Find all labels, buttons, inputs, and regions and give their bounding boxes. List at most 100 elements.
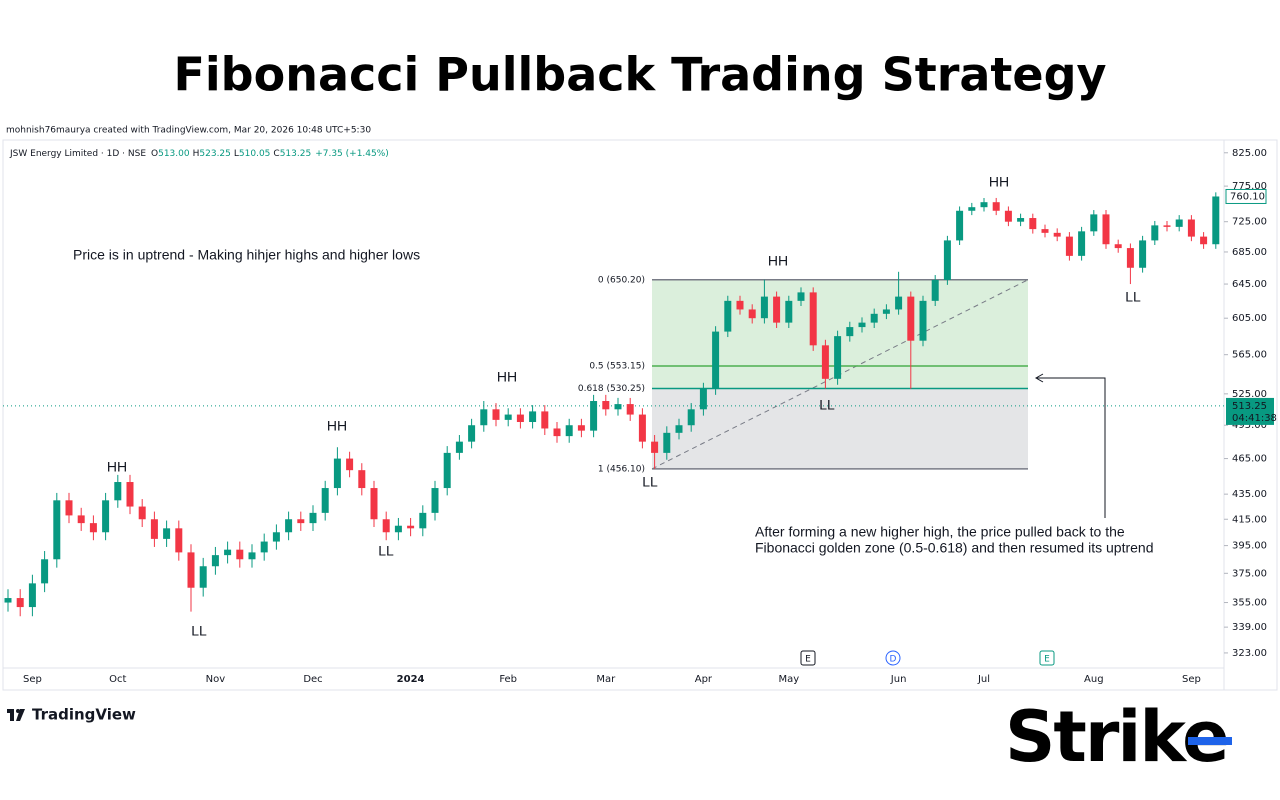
event-marker xyxy=(800,650,816,666)
page-title: Fibonacci Pullback Trading Strategy xyxy=(173,48,1106,102)
candle-body xyxy=(211,555,219,567)
candle-body xyxy=(53,500,61,560)
candle-body xyxy=(1126,248,1134,268)
candle-body xyxy=(187,552,195,588)
wave-label: HH xyxy=(497,369,517,385)
x-tick-label: Mar xyxy=(596,674,616,685)
ohlc-value: 513.25 xyxy=(280,149,312,159)
candle-body xyxy=(809,292,817,346)
candle-body xyxy=(1029,218,1037,230)
candle-body xyxy=(1053,232,1061,237)
y-tick-label: 323.00 xyxy=(1232,648,1267,659)
x-tick-label: Sep xyxy=(23,674,42,685)
candle-body xyxy=(199,566,207,588)
y-tick-label: 645.00 xyxy=(1232,279,1267,290)
ohlc-key: C xyxy=(273,149,279,159)
y-tick-label: 605.00 xyxy=(1232,313,1267,324)
candle-body xyxy=(1139,240,1147,268)
candle-body xyxy=(1212,196,1220,245)
candle-body xyxy=(529,411,537,423)
candle-body xyxy=(638,414,646,442)
candle-body xyxy=(687,409,695,426)
candle-body xyxy=(114,482,122,501)
candle-body xyxy=(126,482,134,507)
event-label: D xyxy=(890,655,897,665)
note: Fibonacci golden zone (0.5-0.618) and th… xyxy=(755,540,1153,556)
current-price-label: 513.25 xyxy=(1232,401,1267,412)
y-tick-label: 435.00 xyxy=(1232,489,1267,500)
y-tick-label: 495.00 xyxy=(1232,420,1267,431)
x-tick-label: Dec xyxy=(303,674,322,685)
candle-body xyxy=(504,414,512,420)
candle-body xyxy=(248,552,256,560)
y-tick-label: 825.00 xyxy=(1232,148,1267,159)
candle-body xyxy=(382,519,390,533)
wave-label: LL xyxy=(191,623,207,639)
y-tick-label: 565.00 xyxy=(1232,350,1267,361)
current-price-tag xyxy=(1226,397,1274,425)
x-tick-label: Nov xyxy=(206,674,226,685)
candle-body xyxy=(992,202,1000,211)
y-tick-label: 395.00 xyxy=(1232,541,1267,552)
candle-body xyxy=(980,202,988,208)
candle-body xyxy=(785,300,793,323)
ohlc-value: 510.05 xyxy=(239,149,271,159)
candle-body xyxy=(321,488,329,513)
candle-body xyxy=(1187,219,1195,237)
candle-body xyxy=(1004,210,1012,222)
change: +7.35 (+1.45%) xyxy=(315,149,389,159)
candle-body xyxy=(724,300,732,332)
wave-label: LL xyxy=(378,543,394,559)
x-tick-label: Feb xyxy=(499,674,517,685)
candle-body xyxy=(1163,225,1171,227)
candle-body xyxy=(565,425,573,437)
tradingview-wordmark: TradingView xyxy=(32,706,136,724)
countdown: 04:41:38 xyxy=(1232,413,1277,424)
candle-body xyxy=(431,488,439,513)
ohlc-value: 523.25 xyxy=(199,149,231,159)
x-tick-label: Apr xyxy=(695,674,713,685)
candle-body xyxy=(16,598,24,608)
symbol: JSW Energy Limited · 1D · NSE xyxy=(9,149,146,159)
candle-body xyxy=(651,441,659,453)
candle-body xyxy=(895,296,903,310)
candle-body xyxy=(626,404,634,415)
wave-label: LL xyxy=(819,397,835,413)
candle-body xyxy=(1041,229,1049,233)
ohlc-key: H xyxy=(193,149,200,159)
brand-accent xyxy=(1188,737,1232,745)
event-label: E xyxy=(805,655,811,665)
y-tick-label: 725.00 xyxy=(1232,217,1267,228)
candle-body xyxy=(236,549,244,560)
fib-zone xyxy=(652,388,1028,469)
candle-body xyxy=(419,512,427,529)
candle-body xyxy=(907,296,915,341)
chart-frame xyxy=(2,139,1278,691)
symbol-header: JSW Energy Limited · 1D · NSE O513.00 H523… xyxy=(9,149,389,159)
candle-body xyxy=(492,409,500,420)
candle-body xyxy=(1114,244,1122,249)
candle-body xyxy=(675,425,683,433)
candle-body xyxy=(760,296,768,319)
note-arrow xyxy=(1037,377,1106,518)
candle-body xyxy=(712,331,720,389)
candle-body xyxy=(1017,218,1025,222)
candle-body xyxy=(577,425,585,431)
fib-label: 1 (456.10) xyxy=(598,464,645,474)
candle-body xyxy=(821,345,829,379)
candle-body xyxy=(614,404,622,410)
candle-body xyxy=(468,425,476,442)
candle-body xyxy=(870,313,878,323)
note: Price is in uptrend - Making hihjer high… xyxy=(73,247,420,263)
candle-body xyxy=(699,388,707,410)
candle-body xyxy=(370,488,378,520)
wave-label: HH xyxy=(768,253,788,269)
arrow-head xyxy=(1034,373,1044,383)
candle-body xyxy=(663,432,671,453)
candle-body xyxy=(1102,214,1110,245)
candle-body xyxy=(1200,236,1208,245)
wave-label: HH xyxy=(989,174,1009,190)
ohlc-key: O xyxy=(151,149,158,159)
candle-body xyxy=(272,532,280,542)
